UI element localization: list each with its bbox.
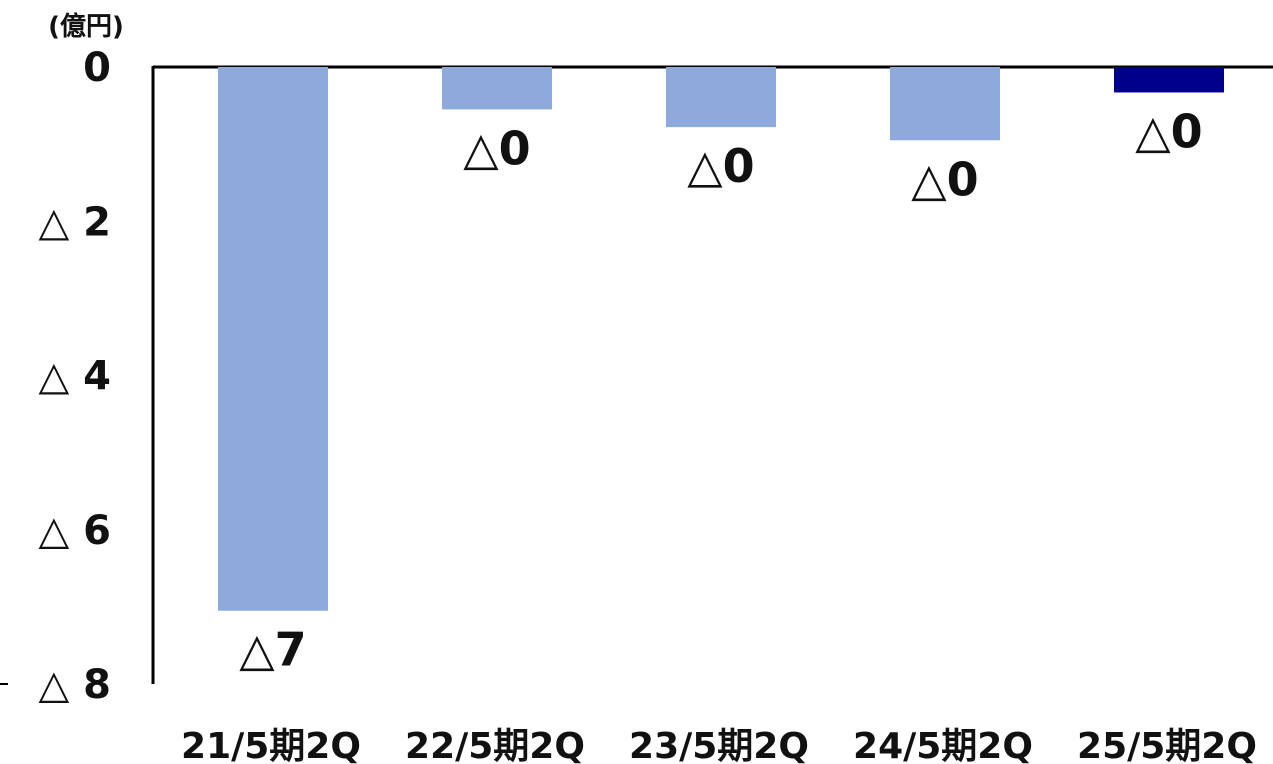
bars <box>218 67 1224 611</box>
bar <box>1114 67 1224 93</box>
y-unit-label: (億円) <box>48 12 124 42</box>
y-tick-label: △ 6 <box>38 508 111 554</box>
bar <box>890 67 1000 141</box>
data-labels: △7 △0 △0 △0 △0 <box>239 104 1202 676</box>
y-tick-label: △ 2 <box>38 199 111 245</box>
y-tick-labels: 0 △ 2 △ 4 △ 6 △ 8 <box>0 45 111 708</box>
data-label: △0 <box>463 121 530 175</box>
data-label: △7 <box>239 623 306 677</box>
category-label: 25/5期2Q <box>1077 726 1257 764</box>
y-tick-label: △ 4 <box>38 354 111 400</box>
category-label: 21/5期2Q <box>181 726 361 764</box>
category-label: 24/5期2Q <box>853 726 1033 764</box>
y-tick-label: 0 <box>83 45 111 91</box>
category-label: 23/5期2Q <box>629 726 809 764</box>
category-label: 22/5期2Q <box>405 726 585 764</box>
data-label: △0 <box>687 139 754 193</box>
data-label: △0 <box>1135 104 1202 158</box>
category-labels: 21/5期2Q 22/5期2Q 23/5期2Q 24/5期2Q 25/5期2Q <box>181 726 1257 764</box>
data-label: △0 <box>911 152 978 206</box>
bar <box>666 67 776 128</box>
bar <box>442 67 552 110</box>
bar <box>218 67 328 611</box>
y-tick-label: △ 8 <box>38 662 111 708</box>
